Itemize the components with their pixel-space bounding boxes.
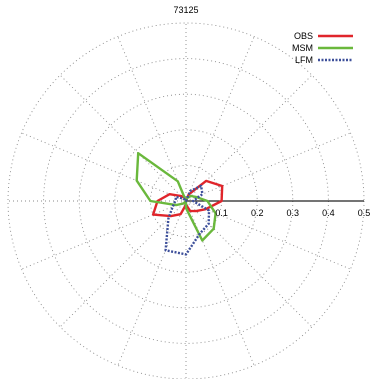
grid-spoke-14 [59, 74, 187, 202]
polar-grid [7, 22, 365, 379]
radial-tick-label: 0.2 [251, 208, 264, 218]
radial-tick-labels: 0.1 0.2 0.3 0.4 0.5 [215, 208, 370, 218]
series-msm-line [135, 151, 217, 242]
grid-spoke-10 [59, 200, 187, 328]
radial-tick-label: 0.1 [215, 208, 228, 218]
grid-spoke-7 [185, 200, 255, 366]
grid-spoke-3 [185, 132, 351, 202]
grid-spoke-15 [117, 36, 187, 202]
grid-spoke-2 [185, 74, 313, 202]
grid-spoke-9 [117, 200, 187, 366]
grid-spoke-6 [185, 200, 313, 328]
series-lfm-line [164, 184, 211, 256]
legend-label-obs: OBS [294, 31, 313, 41]
grid-spoke-13 [21, 132, 187, 202]
legend-label-msm: MSM [292, 43, 313, 53]
radial-tick-label: 0.5 [358, 208, 371, 218]
legend: OBS MSM LFM [292, 31, 353, 65]
chart-title: 73125 [173, 5, 198, 15]
grid-spoke-5 [185, 200, 351, 270]
legend-label-lfm: LFM [295, 55, 313, 65]
grid-spoke-1 [185, 36, 255, 202]
grid-spoke-11 [21, 200, 187, 270]
radial-tick-label: 0.3 [287, 208, 300, 218]
radial-tick-label: 0.4 [322, 208, 335, 218]
series-layer [135, 151, 224, 256]
